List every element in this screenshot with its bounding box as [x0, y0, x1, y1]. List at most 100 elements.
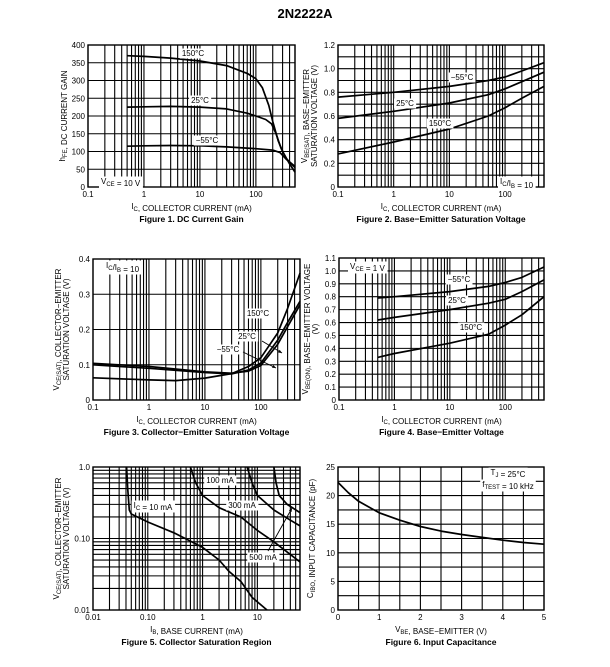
- label-background: [179, 48, 207, 59]
- text-segment: f: [482, 480, 485, 489]
- series-line: [125, 466, 268, 611]
- y-tick-label: 20: [326, 492, 335, 501]
- series-label: −55°C: [448, 275, 471, 284]
- y-tick-label: 0.6: [325, 319, 337, 328]
- text-segment: C: [306, 592, 315, 598]
- x-tick-label: 3: [459, 613, 464, 622]
- chart-annotation: 500 mA: [249, 553, 277, 562]
- y-tick-label: 10: [326, 549, 335, 558]
- x-tick-label: 0.1: [332, 190, 344, 199]
- label-background: [131, 500, 176, 513]
- x-axis-label: IC, COLLECTOR CURRENT (mA): [381, 415, 502, 426]
- x-axis-label: IC, COLLECTOR CURRENT (mA): [136, 415, 257, 426]
- subscript: BE: [400, 630, 408, 636]
- series-label: 150°C: [429, 119, 452, 128]
- chart-annotation: IC/IB = 10: [500, 177, 534, 190]
- text-segment: I: [150, 625, 152, 634]
- y-tick-label: 0.10: [74, 535, 90, 544]
- text-segment: 100 mA: [206, 476, 234, 485]
- figure-caption: Figure 4. Base−Emitter Voltage: [379, 427, 504, 437]
- series-label: 25°C: [191, 96, 209, 105]
- text-segment: , COLLECTOR−EMITTER: [54, 268, 63, 361]
- x-tick-label: 4: [501, 613, 506, 622]
- text-segment: SATURATION VOLTAGE (V): [62, 487, 71, 589]
- y-tick-label: 0.01: [74, 606, 90, 615]
- x-tick-label: 0.1: [333, 403, 345, 412]
- series-line: [273, 466, 301, 514]
- x-axis-label: IC, COLLECTOR CURRENT (mA): [381, 202, 502, 213]
- x-tick-label: 100: [498, 190, 512, 199]
- y-tick-label: 0.9: [325, 280, 337, 289]
- y-tick-label: 0: [332, 396, 337, 405]
- subscript: C: [502, 182, 507, 188]
- y-tick-label: 0: [81, 183, 86, 192]
- text-segment: , COLLECTOR CURRENT (mA): [388, 417, 502, 426]
- label-background: [226, 500, 259, 511]
- text-segment: (V): [311, 323, 320, 334]
- plot-frame: [87, 44, 296, 188]
- text-segment: = 10 mA: [140, 503, 173, 512]
- text-segment: T: [491, 468, 496, 477]
- y-tick-label: 0.2: [79, 326, 91, 335]
- y-tick-label: 0.4: [79, 255, 91, 264]
- y-axis-label: VBE(ON), BASE−EMITTER VOLTAGE: [301, 264, 312, 395]
- series-line: [377, 279, 545, 321]
- text-segment: , COLLECTOR CURRENT (mA): [387, 204, 501, 213]
- subscript: CE: [106, 182, 114, 188]
- series-line: [337, 481, 545, 546]
- x-tick-label: 100: [499, 403, 513, 412]
- subscript: BE(SAT): [305, 135, 311, 158]
- label-background: [448, 72, 476, 83]
- subscript: FE: [63, 149, 69, 157]
- y-tick-label: 1.0: [324, 65, 336, 74]
- plot-frame: [92, 258, 301, 401]
- x-tick-label: 1: [391, 190, 396, 199]
- annotation-arrow: [267, 507, 293, 552]
- text-segment: V: [300, 157, 309, 163]
- series-line: [92, 304, 301, 375]
- text-segment: = 10: [121, 265, 140, 274]
- plot-frame: [337, 44, 545, 188]
- text-segment: V: [350, 262, 356, 271]
- plot-frame: [338, 257, 545, 401]
- chart-figure-3: 0.1 1 10 10000.10.20.30.4150°C25°C−55°CIC/I…: [52, 255, 301, 437]
- series-label: 25°C: [396, 99, 414, 108]
- series-line: [127, 105, 296, 169]
- subscript: BE(ON): [306, 368, 312, 389]
- x-tick-label: 100: [249, 190, 263, 199]
- arrowhead-icon: [272, 364, 276, 368]
- x-tick-label: 100: [254, 403, 268, 412]
- y-axis-label: SATURATION VOLTAGE (V): [62, 487, 71, 589]
- annotation-arrow: [242, 351, 277, 369]
- label-background: [193, 135, 221, 146]
- y-tick-label: 0.5: [325, 331, 337, 340]
- text-segment: I: [500, 177, 502, 186]
- series-label: −55°C: [217, 345, 240, 354]
- text-segment: = 10 V: [115, 179, 141, 188]
- text-segment: I: [136, 415, 138, 424]
- label-background: [445, 274, 473, 285]
- y-tick-label: 0.3: [79, 290, 91, 299]
- series-line: [127, 144, 296, 168]
- figure-caption: Figure 1. DC Current Gain: [139, 214, 243, 224]
- text-segment: = 25°C: [498, 470, 525, 479]
- x-tick-label: 1: [147, 403, 152, 412]
- text-segment: V: [52, 593, 61, 599]
- annotation-arrow: [261, 340, 283, 354]
- series-label: 150°C: [182, 49, 205, 58]
- x-tick-label: 1: [377, 613, 382, 622]
- y-tick-label: 0.1: [325, 383, 337, 392]
- text-segment: V: [101, 177, 107, 186]
- label-background: [189, 95, 212, 106]
- x-tick-label: 10: [200, 403, 209, 412]
- subscript: B: [117, 268, 121, 274]
- text-segment: , COLLECTOR CURRENT (mA): [138, 204, 252, 213]
- subscript: CE(SAT): [57, 571, 63, 595]
- text-segment: SATURATION VOLTAGE (V): [62, 278, 71, 380]
- x-tick-label: 0: [336, 613, 341, 622]
- series-label: 150°C: [247, 309, 270, 318]
- subscript: C: [383, 207, 388, 213]
- subscript: C: [108, 266, 113, 272]
